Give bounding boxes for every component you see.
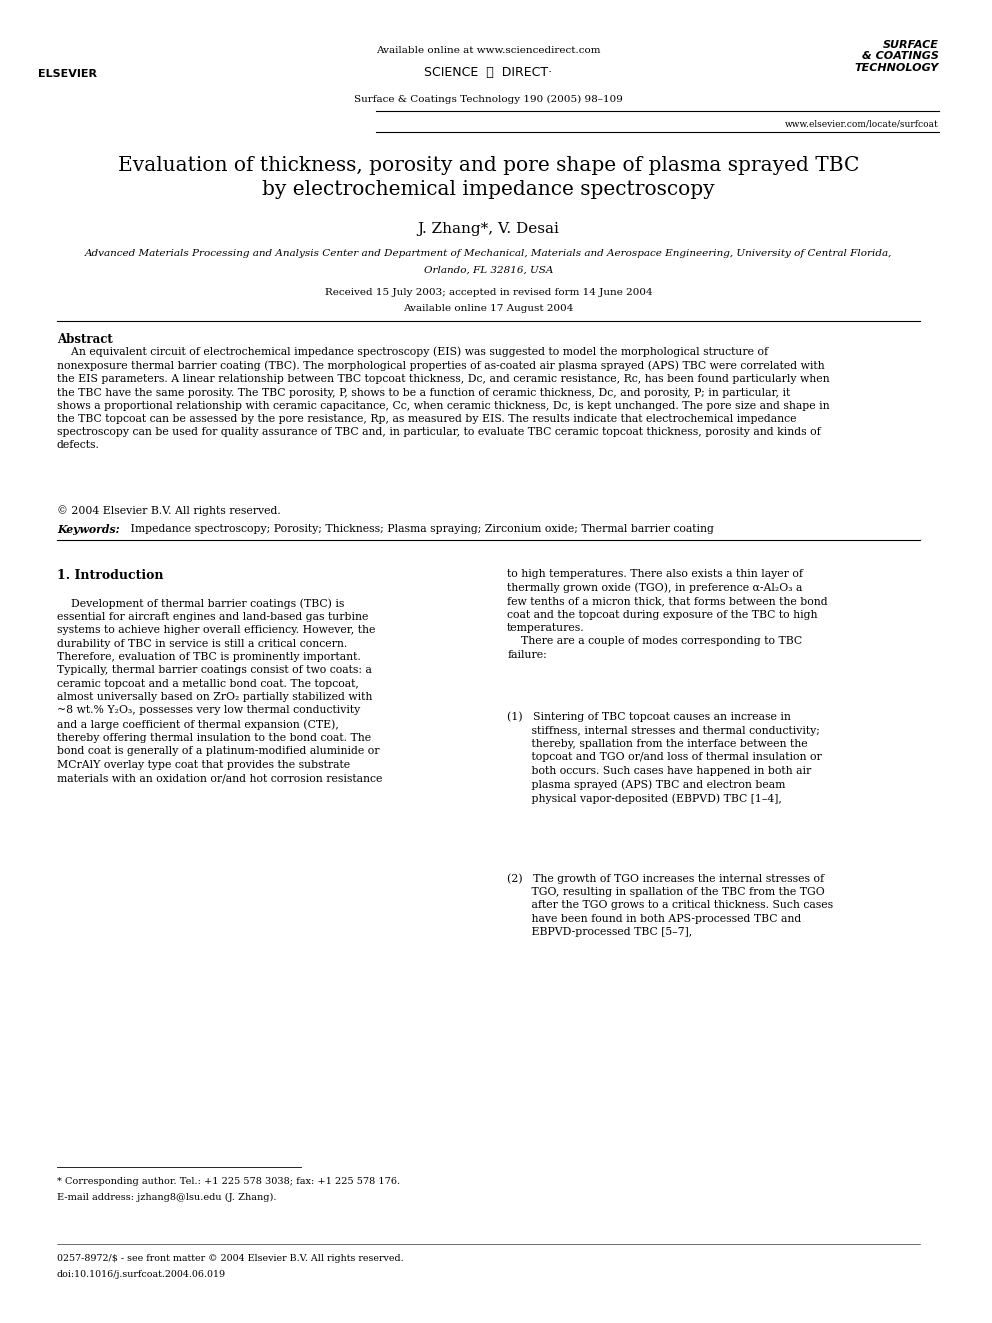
Text: to high temperatures. There also exists a thin layer of
thermally grown oxide (T: to high temperatures. There also exists …	[507, 569, 827, 660]
Text: Impedance spectroscopy; Porosity; Thickness; Plasma spraying; Zirconium oxide; T: Impedance spectroscopy; Porosity; Thickn…	[127, 524, 714, 534]
Text: E-mail address: jzhang8@lsu.edu (J. Zhang).: E-mail address: jzhang8@lsu.edu (J. Zhan…	[57, 1193, 277, 1203]
Text: Keywords:: Keywords:	[57, 524, 119, 534]
Text: www.elsevier.com/locate/surfcoat: www.elsevier.com/locate/surfcoat	[785, 119, 938, 128]
Text: doi:10.1016/j.surfcoat.2004.06.019: doi:10.1016/j.surfcoat.2004.06.019	[57, 1270, 226, 1279]
Text: An equivalent circuit of electrochemical impedance spectroscopy (EIS) was sugges: An equivalent circuit of electrochemical…	[57, 347, 829, 450]
Text: ELSEVIER: ELSEVIER	[38, 69, 97, 79]
Text: SURFACE
& COATINGS
TECHNOLOGY: SURFACE & COATINGS TECHNOLOGY	[854, 40, 938, 73]
Text: J. Zhang*, V. Desai: J. Zhang*, V. Desai	[418, 222, 559, 237]
Text: (1)   Sintering of TBC topcoat causes an increase in
       stiffness, internal : (1) Sintering of TBC topcoat causes an i…	[507, 712, 821, 804]
Text: Received 15 July 2003; accepted in revised form 14 June 2004: Received 15 July 2003; accepted in revis…	[324, 288, 652, 298]
Text: SCIENCE  ⓐ  DIRECT·: SCIENCE ⓐ DIRECT·	[425, 66, 553, 79]
Text: * Corresponding author. Tel.: +1 225 578 3038; fax: +1 225 578 176.: * Corresponding author. Tel.: +1 225 578…	[57, 1177, 400, 1187]
Text: (2)   The growth of TGO increases the internal stresses of
       TGO, resulting: (2) The growth of TGO increases the inte…	[507, 873, 833, 937]
Text: 1. Introduction: 1. Introduction	[57, 569, 164, 582]
Text: Evaluation of thickness, porosity and pore shape of plasma sprayed TBC
by electr: Evaluation of thickness, porosity and po…	[118, 156, 859, 198]
Text: © 2004 Elsevier B.V. All rights reserved.: © 2004 Elsevier B.V. All rights reserved…	[57, 505, 281, 516]
Text: Orlando, FL 32816, USA: Orlando, FL 32816, USA	[424, 266, 554, 275]
Text: Surface & Coatings Technology 190 (2005) 98–109: Surface & Coatings Technology 190 (2005)…	[354, 95, 623, 105]
Text: Available online 17 August 2004: Available online 17 August 2004	[403, 304, 573, 314]
Text: Advanced Materials Processing and Analysis Center and Department of Mechanical, : Advanced Materials Processing and Analys…	[84, 249, 892, 258]
Text: 0257-8972/$ - see front matter © 2004 Elsevier B.V. All rights reserved.: 0257-8972/$ - see front matter © 2004 El…	[57, 1254, 404, 1263]
Text: Abstract: Abstract	[57, 333, 112, 347]
Text: Development of thermal barrier coatings (TBC) is
essential for aircraft engines : Development of thermal barrier coatings …	[57, 598, 382, 783]
Text: Available online at www.sciencedirect.com: Available online at www.sciencedirect.co…	[376, 46, 600, 56]
